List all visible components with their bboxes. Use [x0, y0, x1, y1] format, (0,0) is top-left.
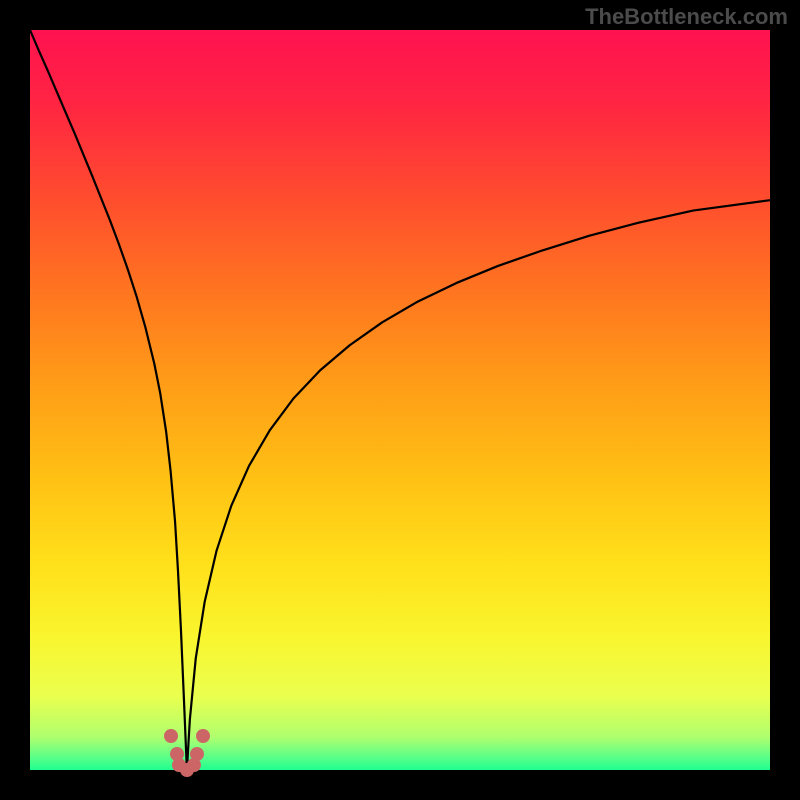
valley-markers-layer [30, 30, 770, 770]
chart-container: TheBottleneck.com [0, 0, 800, 800]
watermark-text: TheBottleneck.com [585, 4, 788, 30]
valley-marker [164, 729, 178, 743]
valley-marker [196, 729, 210, 743]
valley-marker [190, 747, 204, 761]
